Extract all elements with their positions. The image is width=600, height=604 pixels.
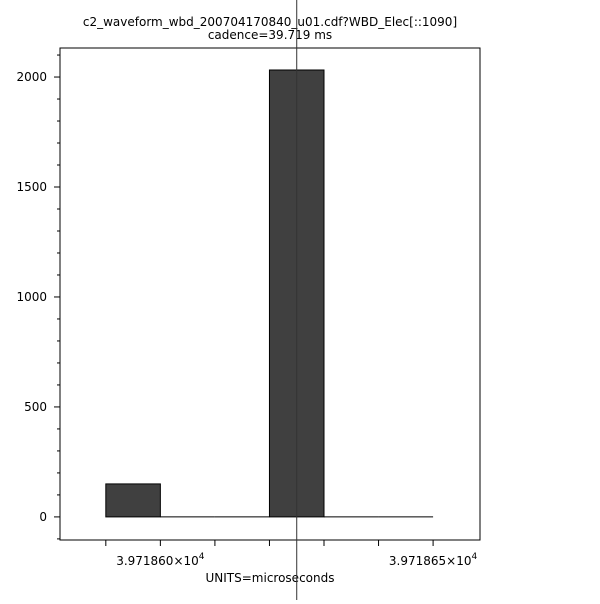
- x-tick-label: 3.971865×104: [389, 552, 478, 568]
- chart-title: c2_waveform_wbd_200704170840_u01.cdf?WBD…: [83, 15, 457, 29]
- histogram-bar: [105, 483, 161, 518]
- y-tick-label: 1000: [16, 290, 47, 304]
- x-axis-label: UNITS=microseconds: [206, 571, 335, 585]
- plot-frame: [59, 47, 481, 541]
- y-tick-label: 1500: [16, 180, 47, 194]
- y-tick-label: 2000: [16, 70, 47, 84]
- chart-subtitle: cadence=39.719 ms: [208, 28, 332, 42]
- y-tick-label: 500: [24, 400, 47, 414]
- x-tick-label: 3.971860×104: [116, 552, 205, 568]
- y-tick-label: 0: [39, 510, 47, 524]
